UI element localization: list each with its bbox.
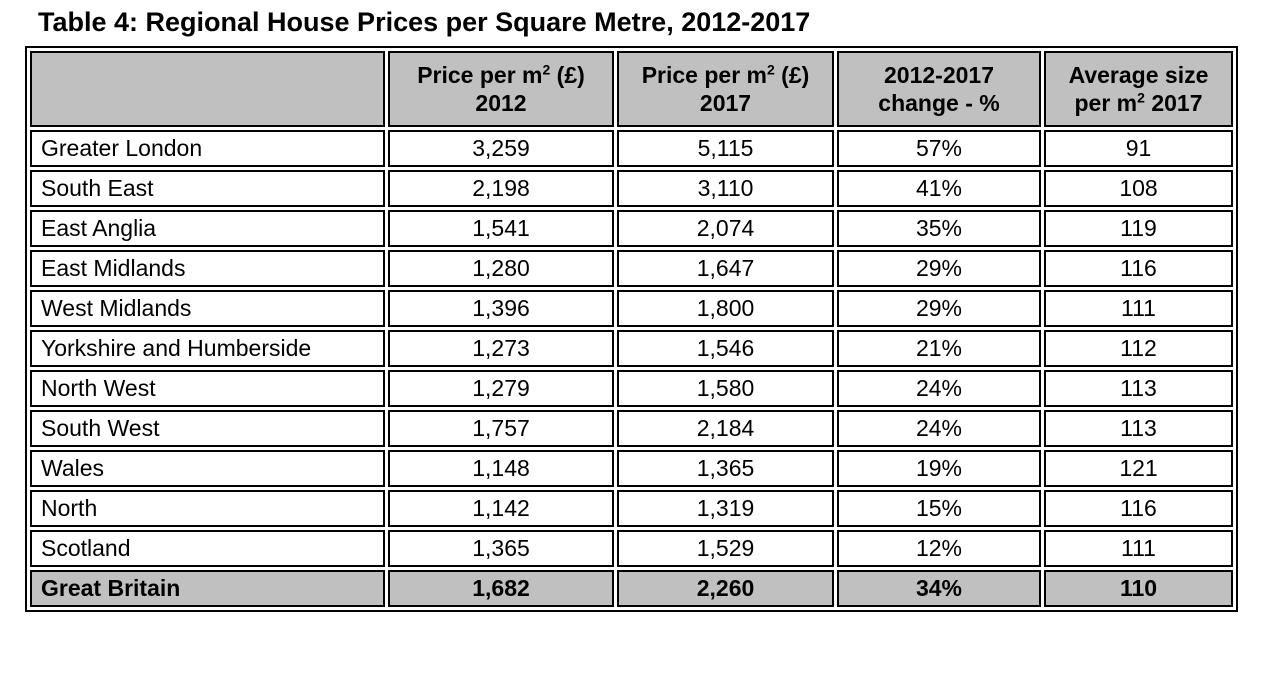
header-text: per m [1074, 90, 1138, 116]
header-text: 2017 [699, 90, 752, 116]
region-cell: East Anglia [30, 210, 385, 247]
price-2017-cell: 3,110 [617, 170, 834, 207]
col-header-change: 2012-2017 change - % [837, 51, 1041, 127]
table-body: Greater London 3,259 5,115 57% 91 South … [30, 130, 1233, 607]
header-text: 2012-2017 [884, 62, 994, 88]
price-2012-cell: 1,365 [388, 530, 614, 567]
price-2012-cell: 1,757 [388, 410, 614, 447]
change-cell: 29% [837, 290, 1041, 327]
avg-size-cell: 113 [1044, 410, 1233, 447]
table-row: North West 1,279 1,580 24% 113 [30, 370, 1233, 407]
change-cell: 21% [837, 330, 1041, 367]
price-2012-cell: 3,259 [388, 130, 614, 167]
price-2017-cell: 1,800 [617, 290, 834, 327]
price-2017-cell: 2,184 [617, 410, 834, 447]
price-2017-cell: 1,580 [617, 370, 834, 407]
region-cell: North West [30, 370, 385, 407]
avg-size-cell: 113 [1044, 370, 1233, 407]
avg-size-cell: 91 [1044, 130, 1233, 167]
price-2017-cell: 1,529 [617, 530, 834, 567]
price-2017-cell: 5,115 [617, 130, 834, 167]
price-2012-cell: 1,541 [388, 210, 614, 247]
header-text: Average size [1068, 62, 1209, 88]
avg-size-cell: 112 [1044, 330, 1233, 367]
table-row: Yorkshire and Humberside 1,273 1,546 21%… [30, 330, 1233, 367]
avg-size-cell: 116 [1044, 490, 1233, 527]
col-header-avg-size: Average size per m2 2017 [1044, 51, 1233, 127]
region-cell: South East [30, 170, 385, 207]
price-2017-cell: 2,260 [617, 570, 834, 607]
page: Table 4: Regional House Prices per Squar… [25, 7, 1238, 612]
region-cell: Yorkshire and Humberside [30, 330, 385, 367]
region-cell: East Midlands [30, 250, 385, 287]
price-2017-cell: 1,319 [617, 490, 834, 527]
table-row: South East 2,198 3,110 41% 108 [30, 170, 1233, 207]
avg-size-cell: 116 [1044, 250, 1233, 287]
price-2012-cell: 1,279 [388, 370, 614, 407]
price-2017-cell: 1,365 [617, 450, 834, 487]
region-cell: Greater London [30, 130, 385, 167]
change-cell: 35% [837, 210, 1041, 247]
change-cell: 15% [837, 490, 1041, 527]
region-cell: Scotland [30, 530, 385, 567]
price-2017-cell: 1,546 [617, 330, 834, 367]
region-cell: West Midlands [30, 290, 385, 327]
table-row: South West 1,757 2,184 24% 113 [30, 410, 1233, 447]
table-row: East Midlands 1,280 1,647 29% 116 [30, 250, 1233, 287]
price-2012-cell: 1,273 [388, 330, 614, 367]
avg-size-cell: 111 [1044, 530, 1233, 567]
table-row: Wales 1,148 1,365 19% 121 [30, 450, 1233, 487]
price-2012-cell: 1,148 [388, 450, 614, 487]
region-cell: Great Britain [30, 570, 385, 607]
change-cell: 19% [837, 450, 1041, 487]
header-text: 2012 [475, 90, 527, 116]
header-text: (£) [550, 62, 585, 88]
table-row: West Midlands 1,396 1,800 29% 111 [30, 290, 1233, 327]
superscript-2: 2 [1137, 89, 1145, 106]
superscript-2: 2 [767, 61, 775, 78]
superscript-2: 2 [542, 61, 551, 78]
change-cell: 24% [837, 370, 1041, 407]
price-2012-cell: 1,396 [388, 290, 614, 327]
table-row: Scotland 1,365 1,529 12% 111 [30, 530, 1233, 567]
header-text: 2017 [1144, 90, 1203, 116]
table-row: North 1,142 1,319 15% 116 [30, 490, 1233, 527]
avg-size-cell: 110 [1044, 570, 1233, 607]
header-text: Price per m [417, 62, 543, 88]
avg-size-cell: 108 [1044, 170, 1233, 207]
house-prices-table: Price per m2 (£) 2012 Price per m2 (£) 201… [25, 46, 1238, 612]
change-cell: 29% [837, 250, 1041, 287]
col-header-price-2012: Price per m2 (£) 2012 [388, 51, 614, 127]
total-row-great-britain: Great Britain 1,682 2,260 34% 110 [30, 570, 1233, 607]
table-row: Greater London 3,259 5,115 57% 91 [30, 130, 1233, 167]
price-2012-cell: 2,198 [388, 170, 614, 207]
col-header-price-2017: Price per m2 (£) 2017 [617, 51, 834, 127]
region-cell: North [30, 490, 385, 527]
table-row: East Anglia 1,541 2,074 35% 119 [30, 210, 1233, 247]
price-2012-cell: 1,280 [388, 250, 614, 287]
header-text: Price per m [641, 62, 767, 88]
price-2012-cell: 1,682 [388, 570, 614, 607]
region-cell: Wales [30, 450, 385, 487]
change-cell: 12% [837, 530, 1041, 567]
change-cell: 34% [837, 570, 1041, 607]
header-row: Price per m2 (£) 2012 Price per m2 (£) 201… [30, 51, 1233, 127]
col-header-region [30, 51, 385, 127]
region-cell: South West [30, 410, 385, 447]
table-header: Price per m2 (£) 2012 Price per m2 (£) 201… [30, 51, 1233, 127]
price-2017-cell: 1,647 [617, 250, 834, 287]
change-cell: 57% [837, 130, 1041, 167]
header-text: change - % [878, 90, 1000, 116]
avg-size-cell: 119 [1044, 210, 1233, 247]
avg-size-cell: 121 [1044, 450, 1233, 487]
avg-size-cell: 111 [1044, 290, 1233, 327]
price-2012-cell: 1,142 [388, 490, 614, 527]
header-text: (£) [774, 62, 810, 88]
table-caption: Table 4: Regional House Prices per Squar… [38, 7, 811, 37]
price-2017-cell: 2,074 [617, 210, 834, 247]
change-cell: 41% [837, 170, 1041, 207]
change-cell: 24% [837, 410, 1041, 447]
